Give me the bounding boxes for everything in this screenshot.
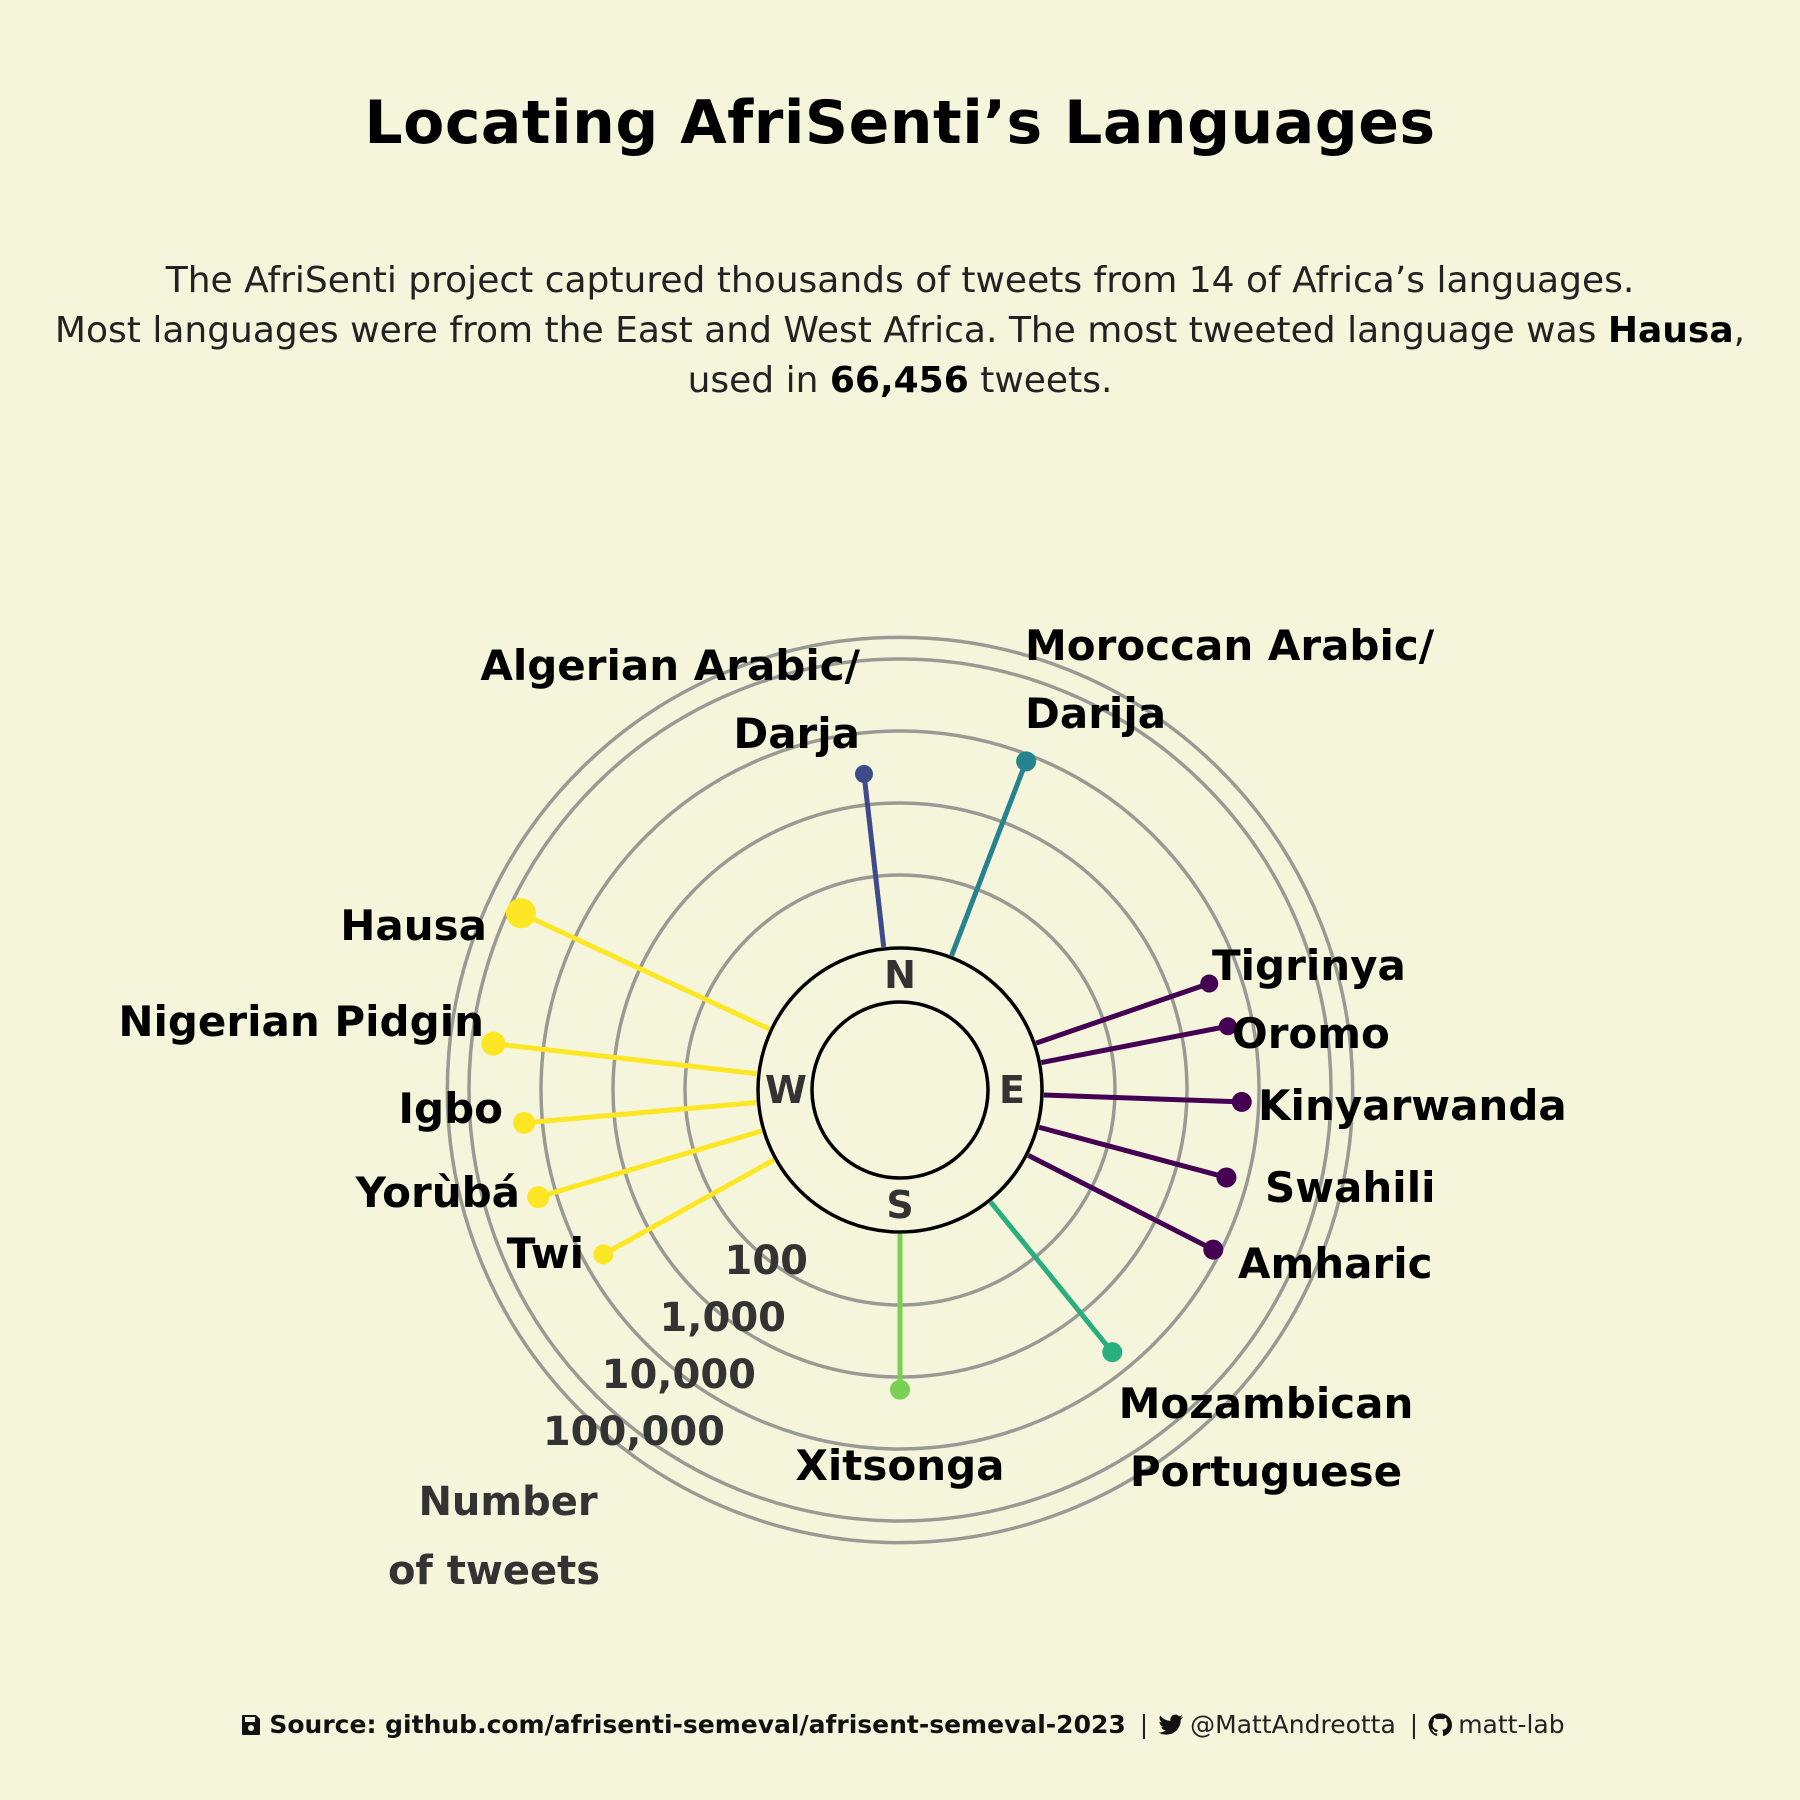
- point-yoruba: [527, 1186, 550, 1209]
- compass: N E S W: [756, 946, 1044, 1234]
- radial-tick-label-0: 100: [725, 1238, 809, 1284]
- point-kinyarwanda: [1231, 1091, 1252, 1112]
- label-yoruba: Yorùbá: [355, 1168, 520, 1217]
- point-igbo: [513, 1111, 536, 1134]
- stem-kinyarwanda: [1043, 1092, 1242, 1105]
- stem-tigrinya: [1035, 981, 1211, 1046]
- label-moroccan-arabic-darija: Moroccan Arabic/: [1025, 621, 1435, 670]
- subtitle-highlight-language: Hausa: [1607, 310, 1734, 351]
- stem-hausa: [519, 910, 771, 1032]
- subtitle-line-3: used in 66,456 tweets.: [0, 356, 1800, 406]
- point-nigerian-pidgin: [481, 1031, 506, 1056]
- stem-oromo: [1040, 1023, 1229, 1065]
- label-twi: Twi: [507, 1229, 584, 1278]
- point-swahili: [1216, 1167, 1237, 1188]
- radial-gridlines: [445, 635, 1355, 1545]
- label-igbo: Igbo: [398, 1084, 503, 1133]
- label-xitsonga: Xitsonga: [795, 1441, 1004, 1490]
- chart-subtitle: The AfriSenti project captured thousands…: [0, 256, 1800, 406]
- stem-nigerian-pidgin: [493, 1041, 758, 1077]
- footer-separator-1: |: [1139, 1710, 1149, 1739]
- footer: Source: github.com/afrisenti-semeval/afr…: [0, 1710, 1800, 1743]
- twitter-icon: [1158, 1713, 1184, 1743]
- save-icon: [239, 1713, 263, 1743]
- stem-moroccan-arabic-darija: [949, 760, 1029, 957]
- label-moroccan-arabic-darija-line-2: Darija: [1025, 689, 1166, 738]
- radial-tick-label-2: 10,000: [602, 1352, 756, 1398]
- label-mozambican-portuguese-line-2: Portuguese: [1130, 1447, 1402, 1496]
- label-swahili: Swahili: [1265, 1163, 1435, 1212]
- radial-axis-title-line-1: Number: [418, 1479, 597, 1525]
- subtitle-line-2-text: Most languages were from the East and We…: [54, 310, 1608, 351]
- label-tigrinya: Tigrinya: [1212, 941, 1406, 990]
- footer-github-handle[interactable]: matt-lab: [1458, 1710, 1565, 1739]
- subtitle-line-3-end: tweets.: [968, 360, 1113, 401]
- radial-gridline-2: [539, 729, 1261, 1451]
- point-hausa: [505, 898, 536, 929]
- label-algerian-arabic-darja: Algerian Arabic/: [480, 641, 860, 690]
- stem-swahili: [1038, 1124, 1228, 1180]
- compass-north-label: N: [884, 953, 916, 997]
- point-tigrinya: [1200, 974, 1219, 993]
- radial-tick-labels: 100 1,000 10,000 100,000: [543, 1238, 808, 1455]
- subtitle-line-2-end: ,: [1733, 310, 1746, 351]
- compass-east-label: E: [999, 1068, 1025, 1112]
- chart-title: Locating AfriSenti’s Languages: [364, 88, 1436, 158]
- label-kinyarwanda: Kinyarwanda: [1258, 1081, 1567, 1130]
- stem-yoruba: [537, 1128, 763, 1200]
- subtitle-line-2: Most languages were from the East and We…: [0, 306, 1800, 356]
- compass-west-label: W: [765, 1068, 807, 1112]
- github-icon: [1428, 1713, 1453, 1743]
- label-mozambican-portuguese: Mozambican: [1119, 1379, 1414, 1428]
- point-oromo: [1218, 1017, 1237, 1036]
- compass-south-label: S: [886, 1183, 913, 1227]
- subtitle-highlight-count: 66,456: [829, 360, 969, 401]
- label-hausa: Hausa: [340, 901, 487, 950]
- label-nigerian-pidgin: Nigerian Pidgin: [118, 997, 484, 1046]
- radial-tick-label-3: 100,000: [543, 1409, 725, 1455]
- label-oromo: Oromo: [1232, 1009, 1390, 1058]
- label-algerian-arabic-darja-line-2: Darja: [733, 709, 860, 758]
- point-algerian-arabic-darja: [854, 764, 873, 783]
- radial-axis-title: Number of tweets: [388, 1479, 600, 1594]
- point-twi: [593, 1244, 614, 1265]
- stem-algerian-arabic-darja: [861, 773, 887, 948]
- lollipop-points: [481, 751, 1252, 1400]
- point-moroccan-arabic-darija: [1016, 751, 1037, 772]
- language-labels: Algerian Arabic/Darja Moroccan Arabic/Dar…: [118, 621, 1566, 1496]
- point-amharic: [1203, 1239, 1224, 1260]
- subtitle-line-3-text: used in: [687, 360, 830, 401]
- point-mozambican-portuguese: [1102, 1342, 1123, 1363]
- lollipop-stems: [493, 760, 1242, 1390]
- stem-twi: [602, 1157, 776, 1257]
- stem-igbo: [523, 1100, 757, 1126]
- radial-tick-label-1: 1,000: [659, 1295, 786, 1341]
- stem-amharic: [1027, 1153, 1215, 1252]
- point-xitsonga: [890, 1379, 910, 1400]
- radial-axis-title-line-2: of tweets: [388, 1548, 600, 1594]
- footer-twitter-handle[interactable]: @MattAndreotta: [1190, 1710, 1396, 1739]
- subtitle-line-1: The AfriSenti project captured thousands…: [165, 260, 1635, 301]
- compass-inner-ring: [810, 1000, 990, 1180]
- radial-gridline-4: [445, 635, 1355, 1545]
- radial-gridline-3: [467, 657, 1333, 1523]
- footer-separator-2: |: [1409, 1710, 1419, 1739]
- stem-mozambican-portuguese: [988, 1200, 1115, 1354]
- label-amharic: Amharic: [1238, 1239, 1433, 1288]
- footer-source: Source: github.com/afrisenti-semeval/afr…: [269, 1710, 1126, 1739]
